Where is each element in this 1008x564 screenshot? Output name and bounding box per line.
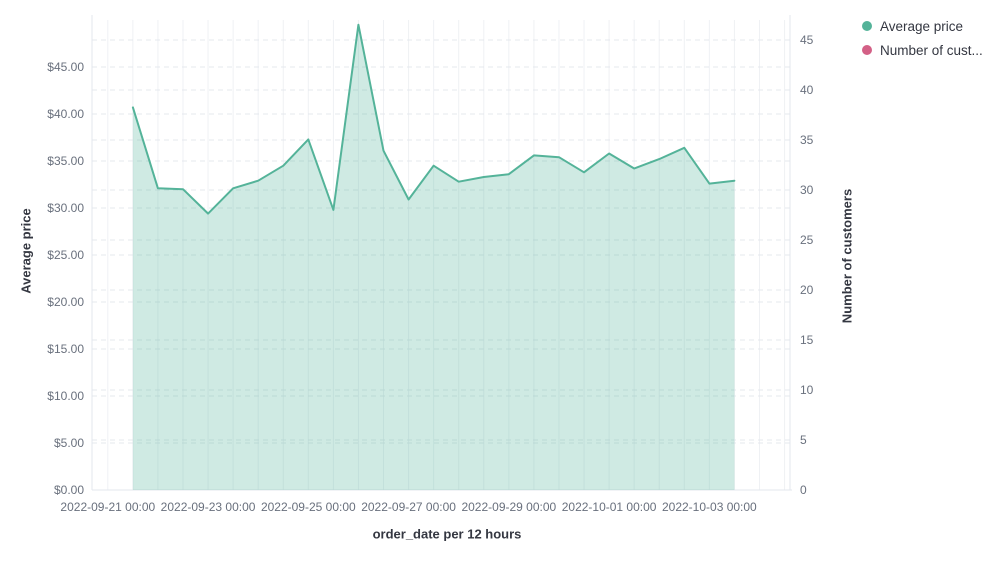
right-axis-tick-label: 10 xyxy=(800,383,814,397)
left-axis-tick-label: $30.00 xyxy=(47,201,84,215)
right-axis-tick-label: 25 xyxy=(800,233,814,247)
legend-item-number-of-customers[interactable]: Number of cust... xyxy=(862,42,983,58)
left-axis-title: Average price xyxy=(18,208,34,294)
legend-label: Number of cust... xyxy=(880,42,983,58)
right-axis-tick-label: 45 xyxy=(800,33,814,47)
left-axis-tick-label: $25.00 xyxy=(47,248,84,262)
x-axis-tick-label: 2022-09-21 00:00 xyxy=(60,500,155,514)
right-axis-tick-label: 40 xyxy=(800,83,814,97)
x-axis-tick-label: 2022-10-03 00:00 xyxy=(662,500,757,514)
right-axis-tick-label: 30 xyxy=(800,183,814,197)
left-axis-tick-label: $40.00 xyxy=(47,107,84,121)
right-axis-tick-label: 15 xyxy=(800,333,814,347)
legend-label: Average price xyxy=(880,18,964,34)
left-axis-tick-label: $5.00 xyxy=(54,436,84,450)
left-axis-tick-label: $20.00 xyxy=(47,295,84,309)
x-axis-tick-label: 2022-10-01 00:00 xyxy=(562,500,657,514)
left-axis-tick-label: $15.00 xyxy=(47,342,84,356)
x-axis-tick-label: 2022-09-23 00:00 xyxy=(161,500,256,514)
left-axis-tick-label: $35.00 xyxy=(47,154,84,168)
left-axis-tick-label: $10.00 xyxy=(47,389,84,403)
average-price-line xyxy=(131,23,736,215)
legend-item-average-price[interactable]: Average price xyxy=(862,18,983,34)
left-axis-tick-label: $0.00 xyxy=(54,483,84,497)
right-axis-tick-label: 20 xyxy=(800,283,814,297)
right-axis-tick-label: 5 xyxy=(800,433,807,447)
legend: Average price Number of cust... xyxy=(862,18,983,58)
right-axis-tick-label: 35 xyxy=(800,133,814,147)
x-axis-tick-label: 2022-09-29 00:00 xyxy=(461,500,556,514)
x-axis-title: order_date per 12 hours xyxy=(372,526,522,542)
x-axis-tick-label: 2022-09-27 00:00 xyxy=(361,500,456,514)
right-axis-title: Number of customers xyxy=(839,188,855,324)
series-color-dot-green xyxy=(862,21,872,31)
right-axis-tick-label: 0 xyxy=(800,483,807,497)
left-axis-tick-label: $45.00 xyxy=(47,60,84,74)
average-price-area xyxy=(132,24,735,490)
x-axis-tick-label: 2022-09-25 00:00 xyxy=(261,500,356,514)
series-color-dot-pink xyxy=(862,45,872,55)
